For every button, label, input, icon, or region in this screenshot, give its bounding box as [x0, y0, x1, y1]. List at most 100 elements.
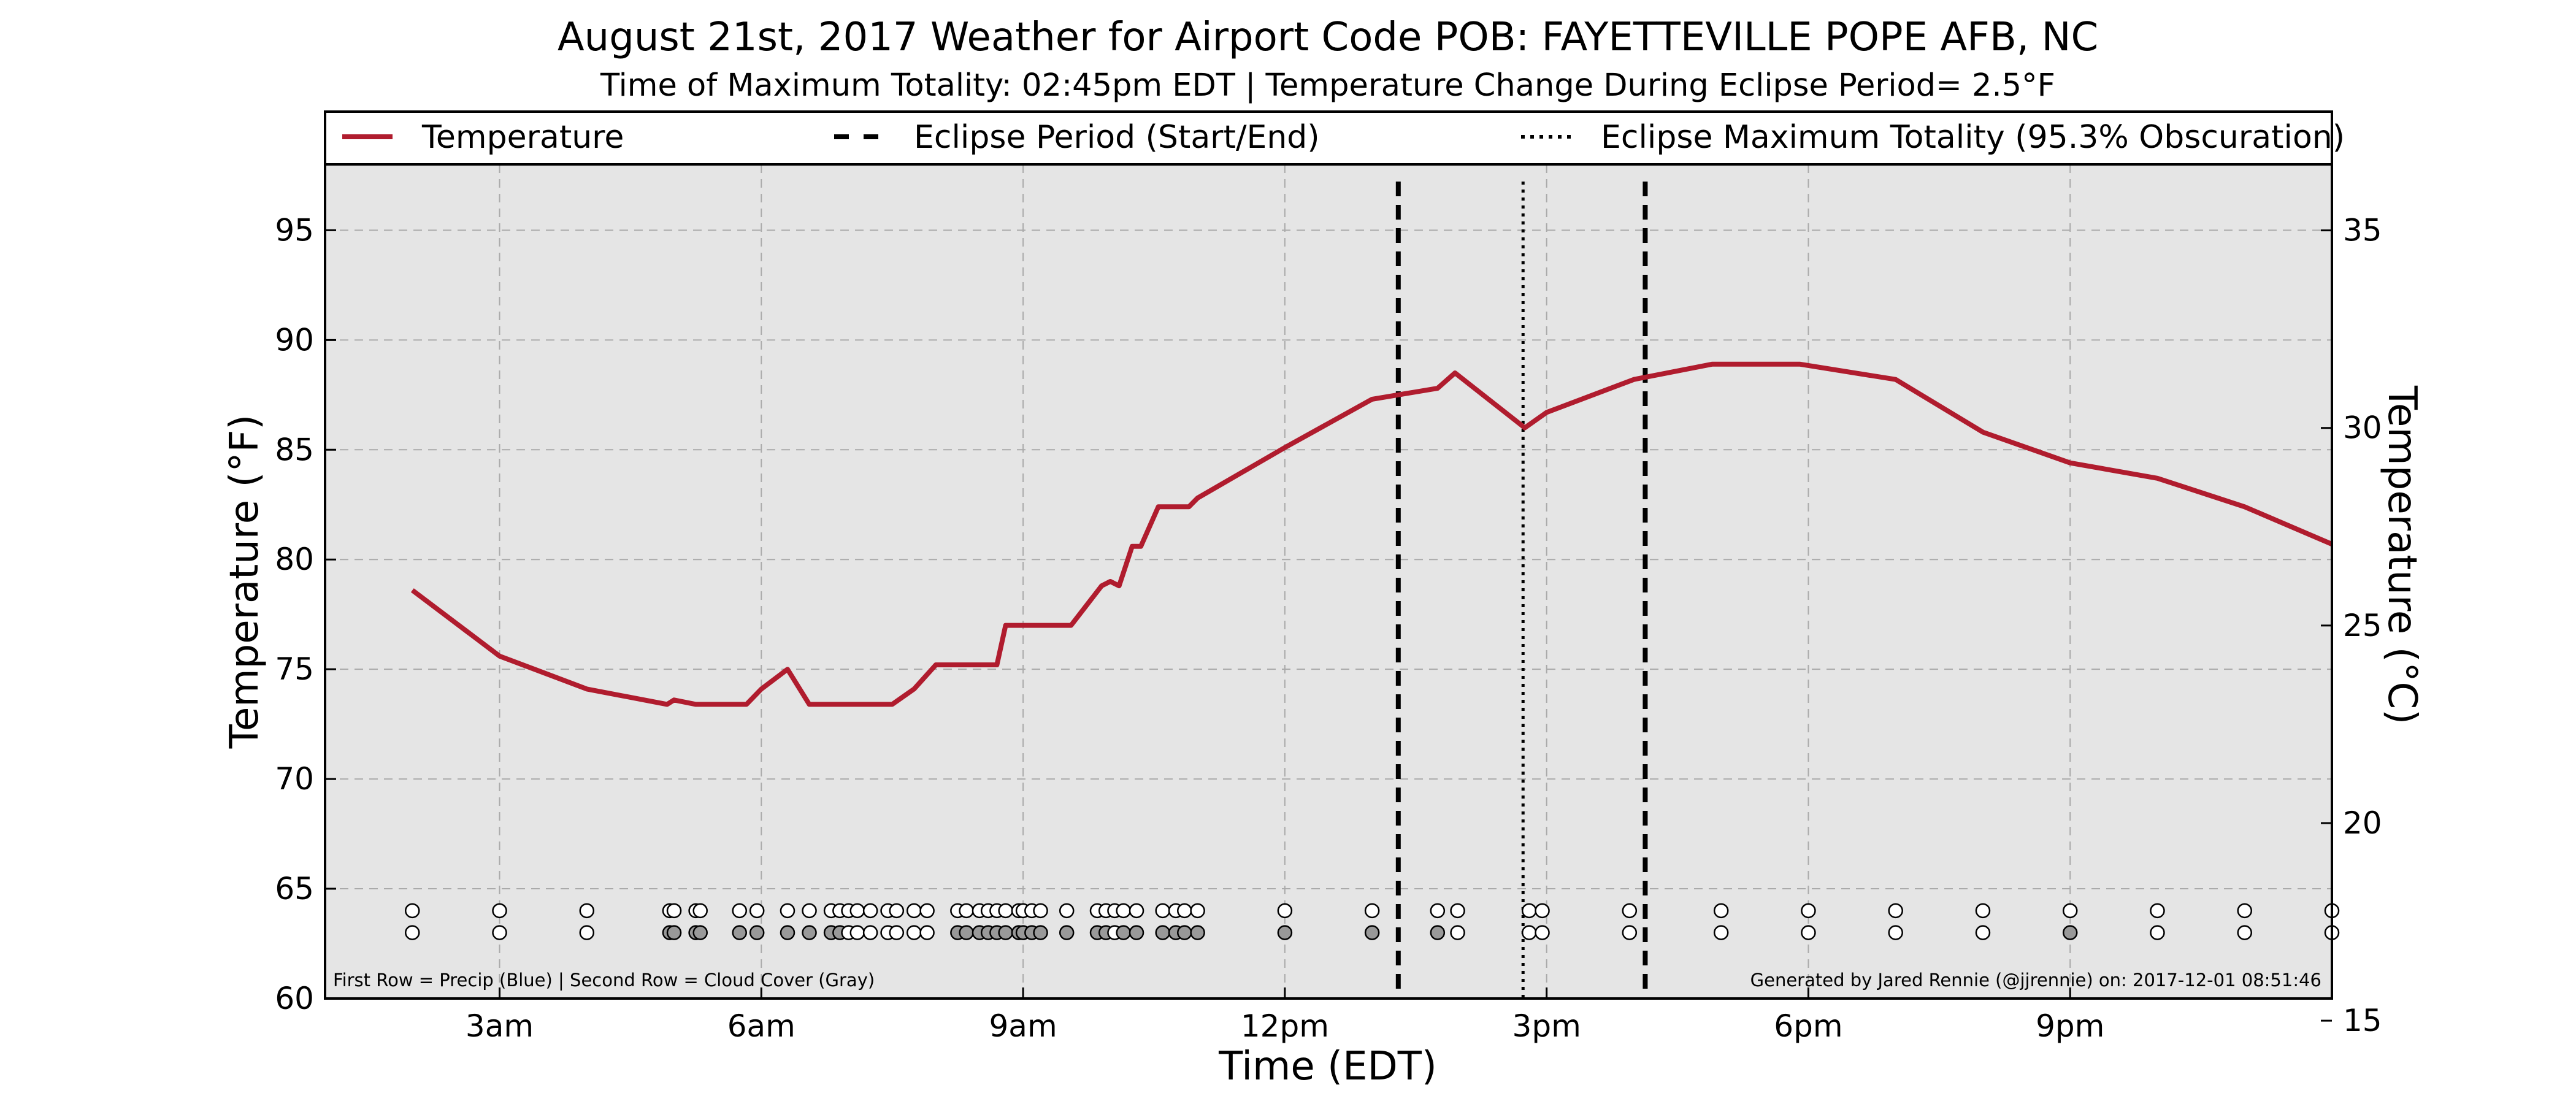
precip-marker: [1116, 903, 1131, 919]
footnote-left: First Row = Precip (Blue) | Second Row =…: [333, 970, 875, 991]
cloud-cover-marker: [1177, 925, 1192, 940]
x-tick-label: 12pm: [1241, 1008, 1329, 1044]
precip-marker: [749, 903, 765, 919]
cloud-cover-marker: [998, 925, 1013, 940]
precip-marker: [1177, 903, 1192, 919]
precip-marker: [907, 903, 922, 919]
precip-marker: [2237, 903, 2252, 919]
precip-marker: [1059, 903, 1075, 919]
cloud-cover-marker: [1277, 925, 1293, 940]
y2-axis-label: Temperature (°C): [2379, 385, 2425, 724]
precip-marker: [1033, 903, 1048, 919]
observation-markers: [405, 903, 2340, 940]
cloud-cover-marker: [907, 925, 922, 940]
cloud-cover-marker: [919, 925, 935, 940]
precip-marker: [802, 903, 817, 919]
cloud-cover-marker: [849, 925, 865, 940]
legend-box: [324, 110, 2333, 166]
precip-marker: [1801, 903, 1816, 919]
precip-marker: [849, 903, 865, 919]
cloud-cover-marker: [1975, 925, 1991, 940]
cloud-cover-marker: [666, 925, 682, 940]
cloud-cover-marker: [1190, 925, 1205, 940]
y-tick-label: 75: [275, 651, 314, 687]
cloud-cover-marker: [1535, 925, 1550, 940]
cloud-cover-marker: [2150, 925, 2165, 940]
precip-marker: [1450, 903, 1465, 919]
y2-tick-label: 35: [2343, 213, 2382, 248]
precip-marker: [919, 903, 935, 919]
footnote-right: Generated by Jared Rennie (@jjrennie) on…: [1750, 970, 2321, 991]
cloud-cover-marker: [1801, 925, 1816, 940]
y-tick-label: 85: [275, 432, 314, 467]
x-tick-label: 3am: [466, 1008, 534, 1044]
precip-marker: [862, 903, 878, 919]
x-tick-label: 6pm: [1774, 1008, 1842, 1044]
y-tick-label: 70: [275, 761, 314, 797]
x-axis-label: Time (EDT): [1218, 1044, 1437, 1089]
precip-marker: [998, 903, 1013, 919]
cloud-cover-marker: [1364, 925, 1380, 940]
y2-tick-label: 25: [2343, 608, 2382, 643]
cloud-cover-marker: [749, 925, 765, 940]
cloud-cover-marker: [1430, 925, 1446, 940]
cloud-cover-marker: [692, 925, 708, 940]
precip-marker: [579, 903, 595, 919]
cloud-cover-marker: [1116, 925, 1131, 940]
cloud-cover-marker: [579, 925, 595, 940]
precip-marker: [2062, 903, 2078, 919]
cloud-cover-marker: [2237, 925, 2252, 940]
precip-marker: [1888, 903, 1903, 919]
precip-marker: [1190, 903, 1205, 919]
cloud-cover-marker: [2062, 925, 2078, 940]
legend-eclipse-period-label: Eclipse Period (Start/End): [914, 119, 1320, 156]
cloud-cover-marker: [1622, 925, 1638, 940]
cloud-cover-marker: [1888, 925, 1903, 940]
chart-subtitle: Time of Maximum Totality: 02:45pm EDT | …: [600, 67, 2055, 104]
cloud-cover-marker: [405, 925, 420, 940]
precip-marker: [692, 903, 708, 919]
cloud-cover-marker: [1155, 925, 1170, 940]
y-tick-label: 65: [275, 871, 314, 907]
y-tick-label: 90: [275, 322, 314, 358]
cloud-cover-marker: [1129, 925, 1144, 940]
cloud-cover-marker: [862, 925, 878, 940]
temperature-line: [410, 361, 2333, 707]
x-tick-label: 9am: [989, 1008, 1057, 1044]
y-tick-label: 80: [275, 542, 314, 577]
y2-tick-label: 15: [2343, 1003, 2382, 1038]
precip-marker: [1975, 903, 1991, 919]
cloud-cover-marker: [889, 925, 905, 940]
cloud-cover-marker: [732, 925, 747, 940]
cloud-cover-marker: [959, 925, 974, 940]
chart-title: August 21st, 2017 Weather for Airport Co…: [558, 15, 2098, 60]
y-tick-label: 95: [275, 212, 314, 248]
precip-marker: [492, 903, 507, 919]
precip-marker: [1129, 903, 1144, 919]
plot-area: [325, 164, 2332, 999]
cloud-cover-marker: [492, 925, 507, 940]
legend-eclipse-max-label: Eclipse Maximum Totality (95.3% Obscurat…: [1601, 119, 2345, 156]
precip-marker: [732, 903, 747, 919]
cloud-cover-marker: [1521, 925, 1537, 940]
grid-lines: [325, 164, 2332, 999]
legend: Temperature Eclipse Period (Start/End) E…: [324, 110, 2345, 166]
cloud-cover-marker: [1713, 925, 1729, 940]
precip-marker: [405, 903, 420, 919]
cloud-cover-marker: [780, 925, 795, 940]
x-tick-label: 6am: [727, 1008, 795, 1044]
cloud-cover-marker: [1450, 925, 1465, 940]
x-tick-label: 3pm: [1512, 1008, 1581, 1044]
precip-marker: [1535, 903, 1550, 919]
precip-marker: [666, 903, 682, 919]
cloud-cover-marker: [1033, 925, 1048, 940]
legend-temperature-label: Temperature: [421, 119, 624, 156]
y-axis-label: Temperature (°F): [222, 415, 267, 749]
precip-marker: [780, 903, 795, 919]
precip-marker: [1713, 903, 1729, 919]
x-tick-label: 9pm: [2036, 1008, 2104, 1044]
y2-tick-label: 30: [2343, 410, 2382, 446]
precip-marker: [959, 903, 974, 919]
precip-marker: [1277, 903, 1293, 919]
